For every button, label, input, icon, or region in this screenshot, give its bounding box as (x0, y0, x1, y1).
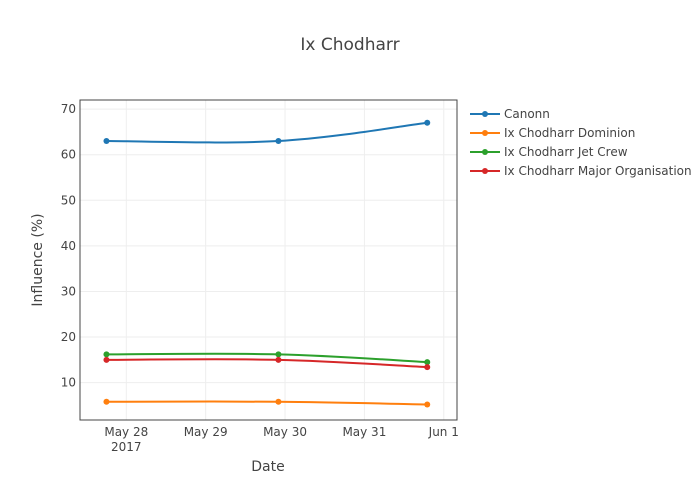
legend-marker-ix-chodharr-major-organisation (482, 168, 488, 174)
x-tick-label: May 30 (263, 425, 307, 439)
data-point-ix-chodharr-major-organisation (424, 364, 431, 371)
data-point-canonn (424, 119, 431, 126)
x-tick-sublabel: 2017 (111, 440, 142, 454)
series-layer (103, 119, 431, 408)
data-point-ix-chodharr-dominion (275, 398, 282, 405)
y-tick-label: 60 (61, 148, 76, 162)
series-line-canonn (106, 121, 428, 144)
data-point-ix-chodharr-major-organisation (275, 356, 282, 363)
legend-marker-canonn (482, 111, 488, 117)
legend-marker-ix-chodharr-dominion (482, 130, 488, 136)
y-tick-label: 30 (61, 284, 76, 298)
y-tick-label: 50 (61, 193, 76, 207)
data-point-ix-chodharr-jet-crew (424, 359, 431, 366)
x-tick-label: May 31 (342, 425, 386, 439)
y-axis-title: Influence (%) (30, 213, 46, 306)
data-point-ix-chodharr-jet-crew (275, 351, 282, 358)
data-point-ix-chodharr-jet-crew (103, 351, 110, 358)
x-tick-label: May 29 (184, 425, 228, 439)
y-tick-label: 40 (61, 239, 76, 253)
legend-item-canonn[interactable]: Canonn (470, 107, 550, 121)
series-line-ix-chodharr-major-organisation (106, 358, 428, 369)
y-tick-label: 70 (61, 102, 76, 116)
x-tick-label: Jun 1 (428, 425, 459, 439)
legend-label-ix-chodharr-dominion: Ix Chodharr Dominion (504, 126, 635, 140)
data-point-canonn (275, 138, 282, 145)
data-point-ix-chodharr-dominion (103, 398, 110, 405)
data-point-ix-chodharr-major-organisation (103, 356, 110, 363)
x-axis-title: Date (251, 459, 284, 475)
legend-label-canonn: Canonn (504, 107, 550, 121)
y-tick-label: 10 (61, 376, 76, 390)
series-line-ix-chodharr-dominion (106, 400, 428, 406)
legend-label-ix-chodharr-jet-crew: Ix Chodharr Jet Crew (504, 145, 628, 159)
plot-frame (79, 99, 458, 421)
legend-item-ix-chodharr-dominion[interactable]: Ix Chodharr Dominion (470, 126, 635, 140)
data-point-ix-chodharr-dominion (424, 401, 431, 408)
series-line-ix-chodharr-jet-crew (106, 352, 428, 364)
data-point-canonn (103, 138, 110, 145)
chart-title: Ix Chodharr (300, 35, 399, 55)
legend-item-ix-chodharr-jet-crew[interactable]: Ix Chodharr Jet Crew (470, 145, 628, 159)
x-tick-label: May 28 (104, 425, 148, 439)
legend[interactable]: Canonn Ix Chodharr Dominion Ix Chodharr Je… (470, 107, 692, 178)
legend-label-ix-chodharr-major-organisation: Ix Chodharr Major Organisation (504, 164, 692, 178)
y-tick-label: 20 (61, 330, 76, 344)
gridlines (80, 100, 457, 420)
legend-item-ix-chodharr-major-organisation[interactable]: Ix Chodharr Major Organisation (470, 164, 692, 178)
legend-marker-ix-chodharr-jet-crew (482, 149, 488, 155)
